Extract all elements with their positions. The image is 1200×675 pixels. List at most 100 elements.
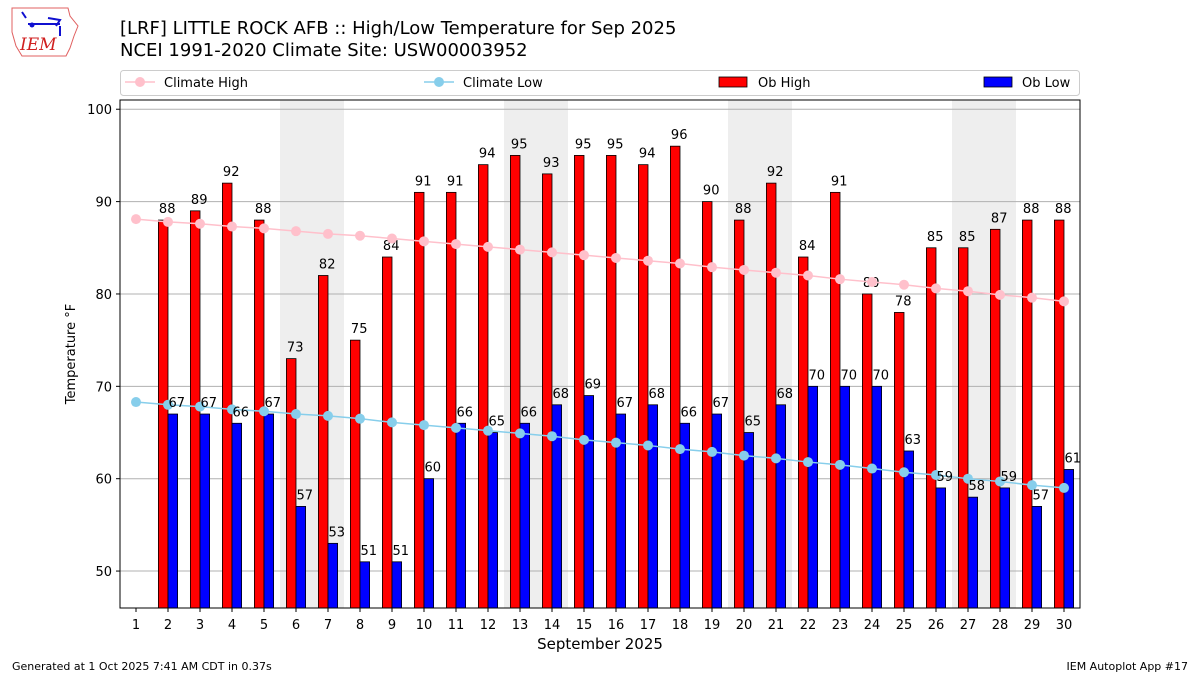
ob-high-bar [894,312,905,609]
ob-low-label: 70 [841,368,858,383]
ob-high-label: 92 [223,165,240,180]
climate-low-point [675,444,685,455]
ob-high-bar [1022,219,1033,609]
svg-text:IEM: IEM [19,35,57,55]
ob-high-bar [574,155,585,609]
ob-low-bar [935,487,947,609]
ob-high-bar [221,182,233,609]
climate-high-point [291,226,301,237]
title-line2: NCEI 1991-2020 Climate Site: USW00003952 [120,40,528,61]
climate-low-point [771,453,781,464]
y-axis-label: Temperature °F [64,304,79,405]
ob-low-bar [455,422,467,609]
climate-low-point [387,417,397,428]
ob-high-label: 85 [927,230,944,245]
ob-high-bar [670,145,681,609]
x-tick-label: 16 [608,618,625,633]
ob-low-bar [423,478,435,609]
ob-high-label: 82 [319,257,336,272]
ob-low-bar [871,385,883,609]
ob-high-label: 78 [895,294,912,309]
ob-low-label: 66 [233,405,250,420]
climate-high-point [835,274,845,285]
climate-high-point [995,289,1005,300]
ob-low-label: 57 [297,488,314,503]
climate-high-point [419,236,429,247]
climate-low-point [707,446,717,457]
ob-low-bar [583,395,595,609]
ob-low-label: 65 [745,415,762,430]
climate-high-point [355,230,365,241]
ob-high-bar [317,275,329,609]
x-tick-label: 13 [512,618,529,633]
x-axis-label: September 2025 [537,635,663,653]
ob-low-bar [647,404,659,609]
y-tick-label: 60 [95,473,112,488]
climate-low-point [419,420,429,431]
x-tick-label: 27 [960,618,977,633]
x-tick-label: 10 [416,618,433,633]
climate-low-point [611,437,621,448]
ob-low-bar [839,385,851,609]
x-tick-label: 26 [928,618,945,633]
climate-high-point [1027,292,1037,303]
x-tick-label: 14 [544,618,561,633]
x-tick-label: 30 [1056,618,1073,633]
climate-low-point [323,410,333,421]
ob-low-bar [167,413,179,609]
ob-low-label: 59 [1001,470,1018,485]
ob-low-label: 67 [617,396,634,411]
climate-high-point [867,276,877,287]
legend-marker-climate-low [434,77,444,87]
ob-low-bar [1031,505,1043,609]
climate-high-point [739,264,749,275]
ob-low-label: 68 [649,387,666,402]
climate-low-point [483,425,493,436]
ob-low-label: 51 [393,544,410,559]
ob-low-label: 59 [937,470,954,485]
ob-low-label: 58 [969,479,986,494]
climate-high-point [963,286,973,297]
ob-high-bar [1054,219,1065,609]
legend-swatch-ob-low [983,76,1013,88]
x-tick-label: 29 [1024,618,1041,633]
ob-low-bar [967,496,979,609]
ob-high-label: 94 [479,147,496,162]
x-tick-label: 9 [388,618,396,633]
climate-low-point [515,428,525,439]
ob-low-label: 51 [361,544,378,559]
climate-low-point [1027,480,1037,491]
ob-low-label: 61 [1065,451,1082,466]
x-tick-label: 21 [768,618,785,633]
ob-low-bar [359,561,371,609]
climate-high-point [579,250,589,261]
ob-low-bar [391,561,403,609]
ob-low-bar [807,385,819,609]
ob-low-bar [775,404,787,609]
ob-low-bar [327,542,339,609]
ob-high-label: 93 [543,156,560,171]
climate-low-point [355,413,365,424]
x-tick-label: 1 [132,618,140,633]
ob-high-bar [766,182,777,609]
ob-high-label: 95 [575,137,592,152]
climate-low-point [931,469,941,480]
climate-high-point [675,258,685,269]
climate-high-point [483,241,493,252]
ob-high-label: 84 [383,239,400,254]
ob-high-bar [285,358,297,609]
climate-high-point [547,247,557,258]
title-line1: [LRF] LITTLE ROCK AFB :: High/Low Temper… [120,18,677,39]
climate-low-point [739,450,749,461]
ob-high-label: 73 [287,341,304,356]
climate-high-point [323,228,333,239]
climate-high-point [163,216,173,227]
x-tick-label: 3 [196,618,204,633]
ob-high-bar [734,219,745,609]
plot-frame [119,99,1081,609]
ob-high-label: 88 [1055,202,1072,217]
climate-low-point [163,399,173,410]
y-tick-label: 90 [95,196,112,211]
